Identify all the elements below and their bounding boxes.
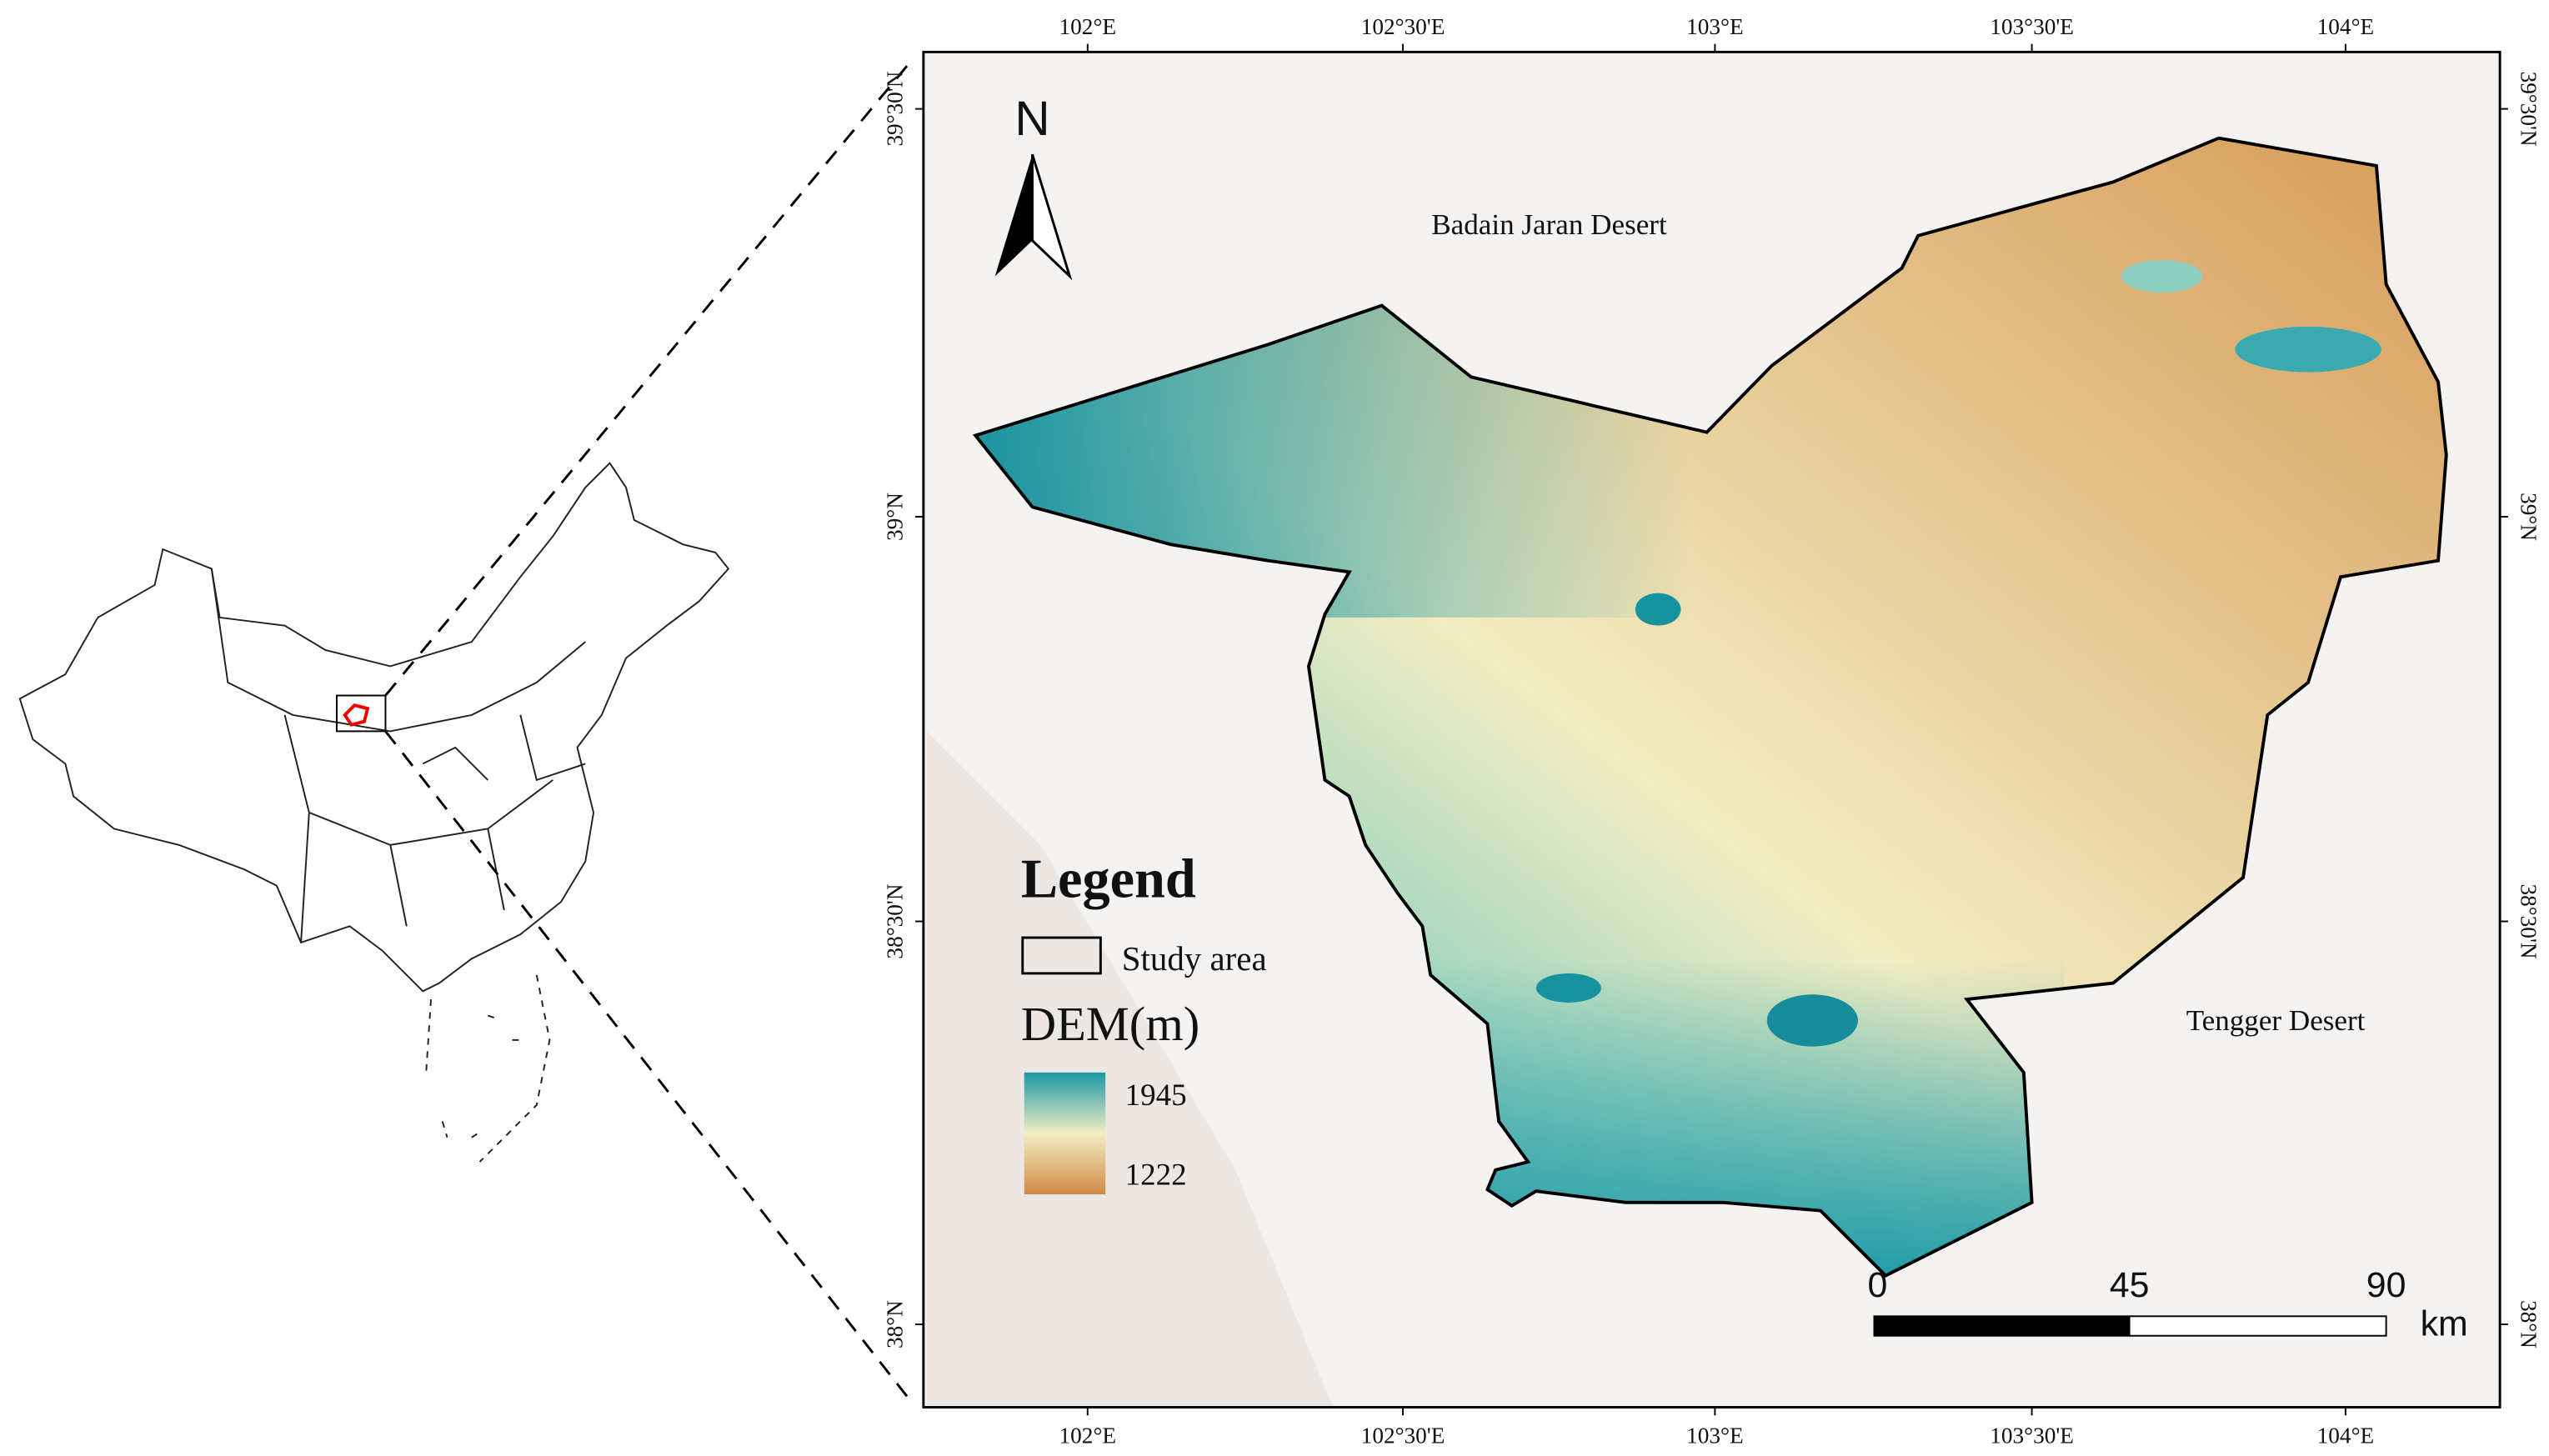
dem-high	[1766, 994, 1858, 1047]
dem-high	[2121, 259, 2203, 293]
lon-label: 102°E	[1059, 14, 1117, 39]
study-box	[336, 694, 387, 733]
scale-label: 90	[2366, 1265, 2406, 1305]
lat-label: 39°N	[883, 493, 908, 541]
legend-colorbar	[1024, 1072, 1106, 1195]
place-label: Badain Jaran Desert	[1431, 208, 1667, 241]
islands	[425, 974, 551, 1163]
scale-bar	[1873, 1315, 2131, 1337]
province-lines	[210, 568, 586, 943]
lon-label: 102°30'E	[1361, 1423, 1445, 1448]
lat-label: 38°N	[883, 1300, 908, 1348]
scale-label: 0	[1867, 1265, 1887, 1305]
legend-title: Legend	[1021, 848, 1196, 909]
lat-label: 39°N	[2516, 493, 2541, 541]
lat-label: 38°30'N	[2516, 883, 2541, 958]
map-frame	[922, 50, 2501, 1408]
lon-label: 104°E	[2317, 1423, 2375, 1448]
china-outline	[18, 462, 730, 993]
north-arrow	[1031, 153, 1073, 281]
north-arrow	[994, 154, 1033, 277]
legend-label: Study area	[1122, 940, 1267, 978]
lon-label: 103°30'E	[1990, 1423, 2074, 1448]
dem-high	[2235, 326, 2381, 373]
lat-label: 39°30'N	[883, 71, 908, 146]
overview-map	[18, 462, 730, 1163]
lon-label: 102°30'E	[1361, 14, 1445, 39]
legend-subtitle: DEM(m)	[1021, 997, 1199, 1051]
scale-unit: km	[2421, 1304, 2468, 1344]
lon-label: 103°30'E	[1990, 14, 2074, 39]
lon-label: 103°E	[1686, 1423, 1744, 1448]
study-area-mini	[343, 703, 370, 727]
place-label: Tengger Desert	[2186, 1004, 2366, 1037]
lon-label: 102°E	[1059, 1423, 1117, 1448]
dem-high	[1635, 593, 1681, 626]
dem-high	[1535, 973, 1601, 1003]
zoom-lines	[384, 61, 912, 1402]
scale-bar	[2128, 1315, 2387, 1337]
lat-label: 38°N	[2516, 1300, 2541, 1348]
north-label: N	[1014, 92, 1049, 146]
study-area-boundary	[972, 136, 2448, 1278]
legend-min: 1222	[1125, 1158, 1187, 1192]
lat-label: 38°30'N	[883, 883, 908, 958]
lon-label: 104°E	[2317, 14, 2375, 39]
terrain	[926, 731, 1334, 1408]
lon-label: 103°E	[1686, 14, 1744, 39]
lat-label: 39°30'N	[2516, 72, 2541, 147]
scale-label: 45	[2110, 1265, 2150, 1305]
legend-max: 1945	[1125, 1078, 1187, 1113]
legend-swatch	[1021, 936, 1102, 975]
